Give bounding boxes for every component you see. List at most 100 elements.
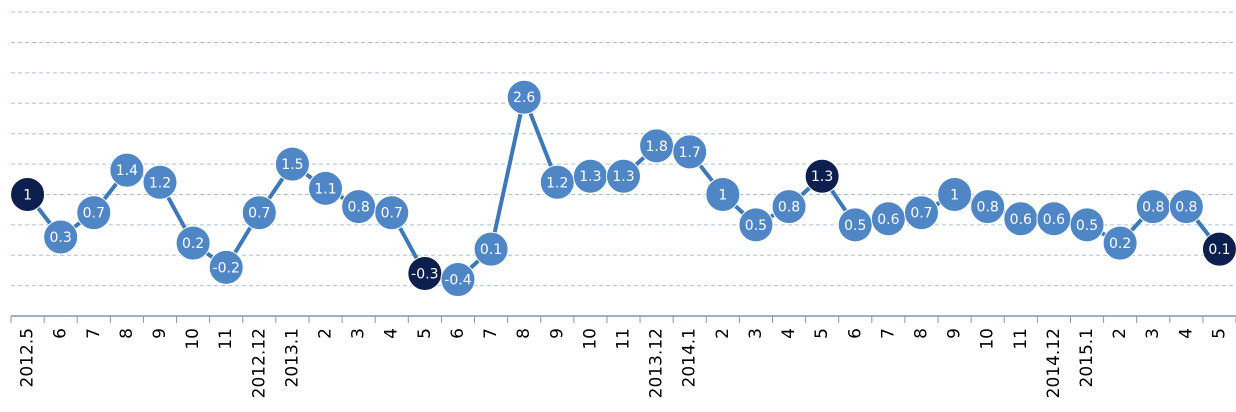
- point: [804, 158, 840, 194]
- data-label: 0.6: [1010, 212, 1032, 228]
- data-label: 1.4: [116, 163, 138, 179]
- data-label: 0.5: [745, 218, 767, 234]
- x-tick-label: 4: [1176, 328, 1196, 339]
- x-tick-label: 2: [713, 328, 733, 339]
- point: [1102, 225, 1138, 261]
- point: [937, 176, 973, 212]
- data-label: 0.8: [1175, 200, 1197, 216]
- data-label: 0.1: [480, 242, 502, 258]
- data-label: 0.8: [778, 200, 800, 216]
- data-label: 1: [950, 187, 959, 203]
- point: [903, 195, 939, 231]
- x-tick-label: 5: [1209, 328, 1229, 339]
- x-tick-label: 2012.12: [249, 328, 269, 398]
- data-label: 0.3: [50, 230, 72, 246]
- data-label: 1.3: [579, 169, 601, 185]
- x-tick-label: 2013.1: [282, 328, 302, 387]
- data-label: 0.7: [248, 206, 270, 222]
- point: [76, 195, 112, 231]
- data-label: -0.4: [444, 273, 471, 289]
- x-tick-label: 9: [150, 328, 170, 339]
- data-label: 0.7: [381, 206, 403, 222]
- data-label: 0.6: [877, 212, 899, 228]
- x-tick-label: 2015.1: [1077, 328, 1097, 387]
- x-tick-label: 5: [415, 328, 435, 339]
- point: [109, 152, 145, 188]
- x-tick-label: 3: [1143, 328, 1163, 339]
- x-tick-label: 7: [878, 328, 898, 339]
- point: [970, 189, 1006, 225]
- data-label: -0.3: [411, 266, 438, 282]
- point: [241, 195, 277, 231]
- x-tick-label: 8: [117, 328, 137, 339]
- x-tick-label: 4: [779, 328, 799, 339]
- point: [771, 189, 807, 225]
- data-label: 0.2: [1109, 236, 1131, 252]
- point: [142, 164, 178, 200]
- data-label: 1.3: [612, 169, 634, 185]
- point: [440, 262, 476, 298]
- x-tick-label: 7: [84, 328, 104, 339]
- x-tick-label: 5: [812, 328, 832, 339]
- data-label: 0.2: [182, 236, 204, 252]
- x-tick-label: 7: [481, 328, 501, 339]
- point: [308, 170, 344, 206]
- x-tick-label: 3: [746, 328, 766, 339]
- x-tick-label: 6: [448, 328, 468, 339]
- data-label: 1.1: [314, 181, 336, 197]
- data-label: 0.1: [1208, 242, 1230, 258]
- point: [606, 158, 641, 194]
- point: [473, 231, 509, 267]
- point: [1168, 189, 1204, 225]
- x-tick-label: 9: [547, 328, 567, 339]
- x-tick-label: 2012.5: [18, 328, 38, 387]
- x-tick-label: 2: [1110, 328, 1130, 339]
- x-tick-label: 11: [614, 328, 634, 350]
- x-tick-label: 10: [580, 328, 600, 350]
- x-tick-label: 2: [316, 328, 336, 339]
- point: [208, 249, 244, 285]
- x-tick-label: 4: [382, 328, 402, 339]
- data-label: 2.6: [513, 90, 535, 106]
- point: [506, 79, 542, 115]
- x-tick-label: 10: [978, 328, 998, 350]
- point: [738, 207, 774, 243]
- point: [175, 225, 211, 261]
- data-label: -0.2: [213, 260, 240, 276]
- data-label: 0.8: [1142, 200, 1164, 216]
- data-label: 1: [718, 187, 727, 203]
- point: [1069, 207, 1105, 243]
- x-tick-label: 11: [1011, 328, 1031, 350]
- data-label: 0.7: [910, 206, 932, 222]
- data-label: 0.5: [844, 218, 866, 234]
- point: [43, 219, 79, 255]
- data-label: 1.8: [645, 139, 667, 155]
- data-label: 0.8: [977, 200, 999, 216]
- point: [10, 176, 46, 212]
- point: [374, 195, 410, 231]
- x-tick-label: 2013.12: [647, 328, 667, 398]
- data-label: 1.2: [546, 175, 568, 191]
- x-tick-label: 8: [911, 328, 931, 339]
- data-label: 1.2: [149, 175, 171, 191]
- x-tick-label: 8: [514, 328, 534, 339]
- x-tick-label: 2014.12: [1044, 328, 1064, 398]
- x-tick-label: 6: [845, 328, 865, 339]
- data-label: 1: [23, 187, 32, 203]
- data-label: 1.5: [281, 157, 303, 173]
- data-label: 0.5: [1076, 218, 1098, 234]
- x-tick-label: 11: [216, 328, 236, 350]
- x-tick-label: 9: [945, 328, 965, 339]
- x-tick-label: 6: [51, 328, 71, 339]
- point: [672, 134, 708, 170]
- data-label: 0.7: [83, 206, 105, 222]
- x-tick-label: 2014.1: [680, 328, 700, 387]
- point: [274, 146, 310, 182]
- x-tick-label: 3: [349, 328, 369, 339]
- data-label: 0.6: [1043, 212, 1065, 228]
- data-label: 1.7: [679, 145, 701, 161]
- data-label: 0.8: [348, 200, 370, 216]
- point: [705, 176, 741, 212]
- data-label: 1.3: [811, 169, 833, 185]
